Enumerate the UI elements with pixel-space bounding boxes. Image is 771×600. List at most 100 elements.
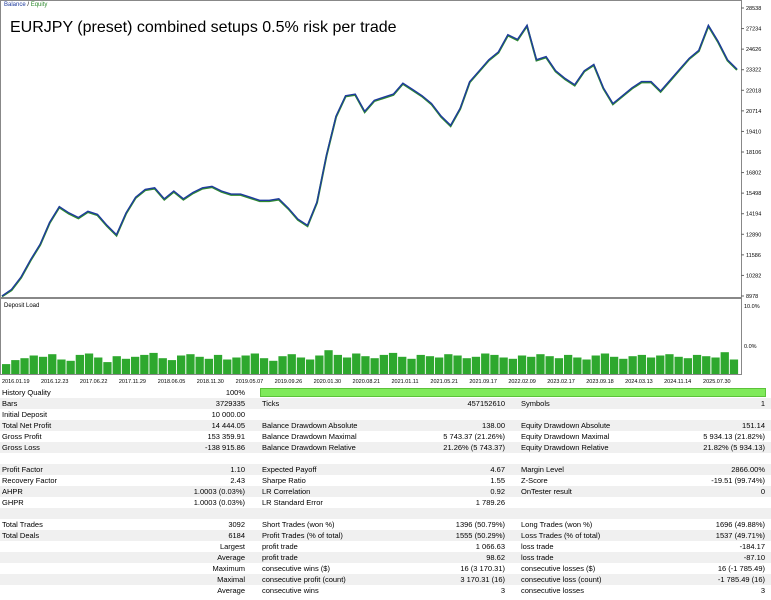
date-tick-label: 2024.11.14	[664, 379, 691, 385]
y-tick-label: 14194	[746, 212, 761, 218]
stat-label-c2: consecutive profit (count)	[262, 575, 346, 584]
load-bar	[131, 356, 140, 374]
stat-label-c2: profit trade	[262, 553, 298, 562]
load-bar	[223, 359, 232, 374]
balance-chart-frame	[0, 0, 742, 298]
stat-label-c2: Ticks	[262, 399, 280, 408]
stat-label-c3: Z-Score	[521, 476, 548, 485]
stat-value-v1: Largest	[219, 542, 245, 551]
load-bar	[379, 354, 388, 374]
y-tick-label: 28538	[746, 6, 761, 12]
date-tick-label: 2021.05.21	[430, 379, 458, 385]
stat-value-v3: -1 785.49 (16)	[717, 575, 765, 584]
stat-value-v2: 1.55	[490, 476, 505, 485]
load-bar	[94, 357, 103, 374]
stat-value-v1: 153 359.91	[207, 432, 245, 441]
load-bar	[324, 350, 333, 374]
date-tick-label: 2023.09.18	[586, 379, 614, 385]
load-bar	[674, 356, 683, 374]
date-tick-label: 2022.02.09	[508, 379, 536, 385]
y-tick-label: 12890	[746, 232, 761, 238]
y-tick-label: 22018	[746, 88, 761, 94]
date-tick-label: 2020.08.21	[353, 379, 381, 385]
stat-label-c1: Profit Factor	[2, 465, 43, 474]
load-bar	[167, 360, 177, 374]
stat-value-v1: Average	[217, 553, 245, 562]
date-tick-label: 2017.11.29	[119, 379, 146, 385]
load-bar	[213, 354, 223, 374]
date-tick-label: 2023.02.17	[547, 379, 575, 385]
load-bar	[702, 356, 711, 374]
date-tick-label: 2024.03.13	[625, 379, 653, 385]
load-bar	[425, 356, 435, 374]
load-bar	[517, 355, 527, 374]
stat-label-c1: Total Deals	[2, 531, 40, 540]
legend-equity: Equity	[30, 2, 48, 8]
load-bar	[204, 358, 213, 374]
stat-value-v3: 3	[760, 586, 765, 595]
y-tick-label: 20714	[746, 109, 761, 115]
load-bar	[462, 358, 471, 374]
stat-value-v1: Maximum	[212, 564, 245, 573]
load-bar	[259, 358, 269, 374]
load-y-tick-label: 10.0%	[744, 304, 760, 310]
load-bar	[619, 358, 628, 374]
stat-label-c1: Bars	[2, 399, 18, 408]
stat-value-v1: 2.43	[230, 476, 245, 485]
stat-value-v1: 1.0003 (0.03%)	[193, 487, 245, 496]
load-bar	[370, 358, 379, 374]
load-bar	[250, 353, 259, 374]
stat-value-v2: 1396 (50.79%)	[455, 520, 505, 529]
stat-value-v2: 98.62	[486, 553, 505, 562]
y-tick-label: 15498	[746, 191, 761, 197]
stat-value-v2: 1555 (50.29%)	[455, 531, 505, 540]
load-bar	[2, 364, 11, 374]
legend-separator: /	[25, 2, 31, 8]
load-bar	[499, 357, 508, 374]
load-bar	[121, 358, 131, 374]
load-bar	[195, 356, 204, 374]
stat-value-v3: 21.82% (5 934.13)	[703, 443, 765, 452]
stat-value-v3: 2866.00%	[731, 465, 765, 474]
stat-label-c2: profit trade	[262, 542, 298, 551]
stats-row: Maximum consecutive wins ($) 16 (3 170.31)…	[0, 563, 771, 574]
load-y-tick-label: 0.0%	[744, 344, 757, 350]
stats-row: Maximal consecutive profit (count) 3 170.3…	[0, 574, 771, 585]
stat-label-c3: Equity Drawdown Relative	[521, 443, 609, 452]
stat-label-c3: Symbols	[521, 399, 550, 408]
load-bar	[361, 356, 370, 374]
stats-row: GHPR 1.0003 (0.03%) LR Standard Error 1 789…	[0, 497, 771, 508]
load-bar	[388, 352, 398, 374]
load-bar	[140, 354, 149, 374]
stat-label-c1: Initial Deposit	[2, 410, 48, 419]
stat-label-c3: loss trade	[521, 542, 554, 551]
load-bar	[296, 357, 306, 374]
stat-label-c3: OnTester result	[521, 487, 572, 496]
date-tick-label: 2018.11.30	[197, 379, 224, 385]
stat-value-v3: 1	[760, 399, 765, 408]
stat-label-c2: LR Standard Error	[262, 498, 323, 507]
stat-label-c3: Long Trades (won %)	[521, 520, 593, 529]
load-bar	[453, 355, 462, 374]
stats-row: Profit Factor 1.10 Expected Payoff 4.67 Marg…	[0, 464, 771, 475]
date-tick-label: 2025.07.30	[703, 379, 731, 385]
load-bar	[628, 356, 637, 374]
load-bar	[352, 353, 361, 374]
date-tick-label: 2016.01.19	[2, 379, 30, 385]
load-bar	[48, 354, 57, 374]
load-bar	[435, 357, 444, 374]
load-bar	[84, 353, 94, 374]
stat-value-v3: 151.14	[742, 421, 765, 430]
stat-label-c2: Profit Trades (% of total)	[262, 531, 343, 540]
date-tick-label: 2016.12.23	[41, 379, 69, 385]
y-tick-label: 16802	[746, 171, 761, 177]
stat-value-v3: -87.10	[743, 553, 765, 562]
load-bar	[711, 357, 720, 374]
date-tick-label: 2021.01.11	[391, 379, 418, 385]
stat-value-v2: 4.67	[490, 465, 505, 474]
y-tick-label: 8978	[746, 294, 758, 298]
load-bar	[444, 354, 453, 374]
stat-value-v1: 1.10	[230, 465, 245, 474]
stat-value-v1: -138 915.86	[204, 443, 245, 452]
stat-value-v3: 1537 (49.71%)	[715, 531, 765, 540]
